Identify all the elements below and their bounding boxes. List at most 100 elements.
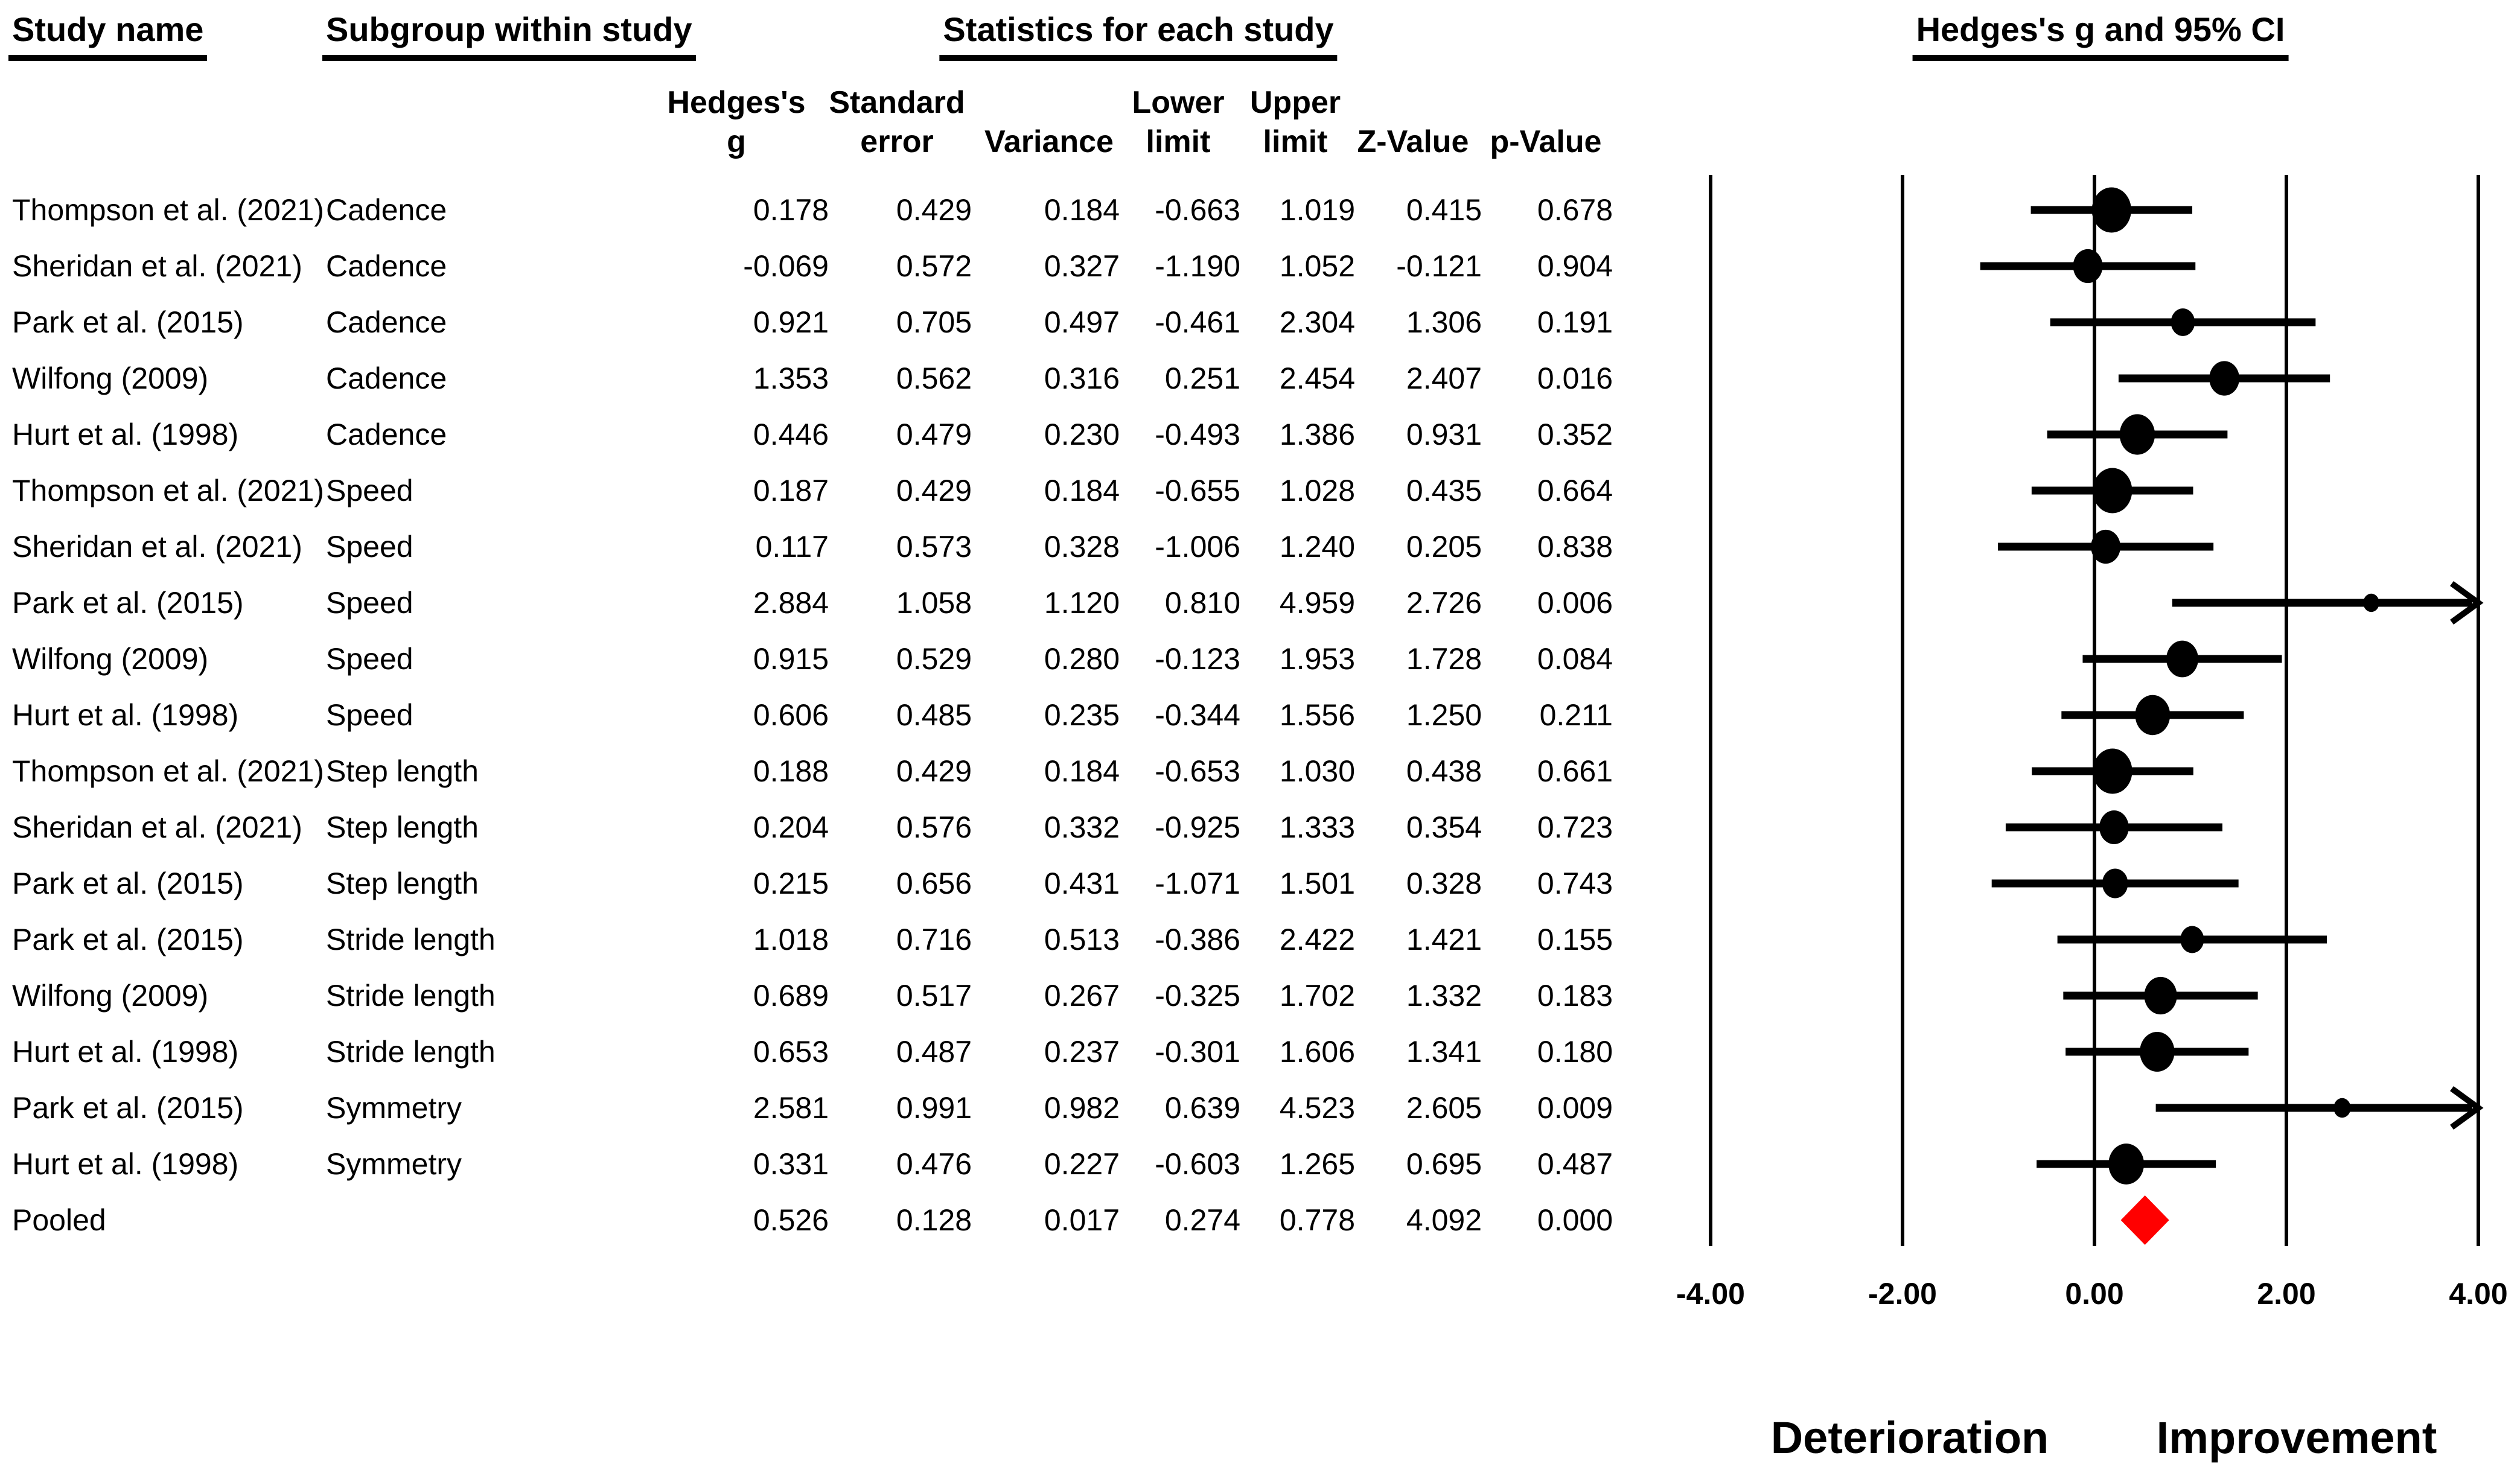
variance-cell: 0.184: [1044, 754, 1120, 788]
upper-limit-cell: 1.702: [1279, 979, 1355, 1013]
z-value-cell: 0.205: [1406, 530, 1482, 564]
forest-plot-canvas: [1709, 175, 2484, 1246]
table-row: Wilfong (2009) Stride length 0.689 0.517 0.2…: [0, 979, 1660, 1012]
z-value-cell: 1.306: [1406, 305, 1482, 339]
variance-cell: 0.184: [1044, 474, 1120, 507]
upper-limit-cell: 1.501: [1279, 867, 1355, 900]
z-value-cell: 0.415: [1406, 193, 1482, 227]
standard-error-cell: 0.517: [896, 979, 972, 1013]
study-name-cell: Hurt et al. (1998): [12, 1147, 239, 1181]
z-value-cell: 0.438: [1406, 754, 1482, 788]
p-value-cell: 0.000: [1537, 1203, 1613, 1237]
variance-cell: 0.982: [1044, 1091, 1120, 1125]
lower-limit-cell: -0.461: [1155, 305, 1240, 339]
effect-size-marker: [2166, 640, 2198, 678]
standard-error-cell: 0.429: [896, 193, 972, 227]
study-name-cell: Park et al. (2015): [12, 305, 244, 339]
p-value-cell: 0.904: [1537, 249, 1613, 283]
upper-limit-cell: 1.019: [1279, 193, 1355, 227]
p-value-cell: 0.006: [1537, 586, 1613, 620]
lower-limit-cell: -0.655: [1155, 474, 1240, 507]
study-name-cell: Park et al. (2015): [12, 1091, 244, 1125]
z-value-cell: 0.695: [1406, 1147, 1482, 1181]
header-line: error: [860, 124, 934, 159]
study-name-cell: Park et al. (2015): [12, 923, 244, 956]
direction-label-improvement: Improvement: [2156, 1413, 2437, 1463]
table-row: Park et al. (2015) Stride length 1.018 0.71…: [0, 923, 1660, 956]
subgroup-cell: Symmetry: [326, 1091, 462, 1125]
hedges-g-cell: 0.921: [753, 305, 829, 339]
upper-limit-cell: 1.333: [1279, 810, 1355, 844]
study-name-cell: Thompson et al. (2021): [12, 193, 324, 227]
effect-size-marker: [2209, 361, 2240, 396]
subgroup-cell: Step length: [326, 754, 479, 788]
axis-tick-label: 4.00: [2449, 1277, 2508, 1311]
standard-error-cell: 0.529: [896, 642, 972, 676]
lower-limit-cell: -0.386: [1155, 923, 1240, 956]
column-title-study-name: Study name: [8, 10, 208, 61]
variance-cell: 0.227: [1044, 1147, 1120, 1181]
upper-limit-cell: 4.959: [1279, 586, 1355, 620]
upper-limit-cell: 1.386: [1279, 418, 1355, 451]
axis-tick-label: -2.00: [1868, 1277, 1937, 1311]
hedges-g-cell: 2.581: [753, 1091, 829, 1125]
p-value-cell: 0.084: [1537, 642, 1613, 676]
study-name-cell: Pooled: [12, 1203, 106, 1237]
lower-limit-cell: -0.603: [1155, 1147, 1240, 1181]
p-value-cell: 0.352: [1537, 418, 1613, 451]
hedges-g-cell: 1.018: [753, 923, 829, 956]
variance-cell: 0.431: [1044, 867, 1120, 900]
effect-size-marker: [2102, 868, 2128, 899]
standard-error-cell: 0.128: [896, 1203, 972, 1237]
subgroup-cell: Step length: [326, 867, 479, 900]
header-line: Hedges's: [667, 85, 806, 120]
variance-cell: 0.513: [1044, 923, 1120, 956]
standard-error-cell: 0.716: [896, 923, 972, 956]
standard-error-cell: 1.058: [896, 586, 972, 620]
table-row: Hurt et al. (1998) Symmetry 0.331 0.476 0.22…: [0, 1148, 1660, 1180]
variance-cell: 0.316: [1044, 361, 1120, 395]
effect-size-marker: [2091, 187, 2131, 233]
subgroup-cell: Speed: [326, 586, 413, 620]
p-value-cell: 0.678: [1537, 193, 1613, 227]
p-value-cell: 0.211: [1539, 698, 1613, 732]
upper-limit-cell: 1.953: [1279, 642, 1355, 676]
z-value-cell: 1.341: [1406, 1035, 1482, 1069]
table-row: Thompson et al. (2021) Cadence 0.178 0.429 0…: [0, 194, 1660, 226]
column-header-hedges-g: Hedges's g: [667, 83, 805, 162]
table-row: Wilfong (2009) Speed 0.915 0.529 0.280 -0.123…: [0, 643, 1660, 675]
variance-cell: 0.237: [1044, 1035, 1120, 1069]
column-title-subgroup: Subgroup within study: [322, 10, 696, 61]
hedges-g-cell: 0.178: [753, 193, 829, 227]
lower-limit-cell: 0.251: [1164, 361, 1240, 395]
header-line: limit: [1146, 124, 1211, 159]
hedges-g-cell: 0.215: [753, 867, 829, 900]
table-row: Sheridan et al. (2021) Speed 0.117 0.573 0.3…: [0, 530, 1660, 563]
z-value-cell: 2.726: [1406, 586, 1482, 620]
lower-limit-cell: -0.925: [1155, 810, 1240, 844]
study-name-cell: Hurt et al. (1998): [12, 418, 239, 451]
subgroup-cell: Cadence: [326, 418, 447, 451]
standard-error-cell: 0.429: [896, 754, 972, 788]
p-value-cell: 0.487: [1537, 1147, 1613, 1181]
p-value-cell: 0.661: [1537, 754, 1613, 788]
subgroup-cell: Cadence: [326, 193, 447, 227]
standard-error-cell: 0.562: [896, 361, 972, 395]
lower-limit-cell: -0.493: [1155, 418, 1240, 451]
study-name-cell: Park et al. (2015): [12, 867, 244, 900]
column-header-p-value: p-Value: [1490, 124, 1602, 159]
standard-error-cell: 0.991: [896, 1091, 972, 1125]
column-header-variance: Variance: [984, 124, 1114, 159]
z-value-cell: 0.435: [1406, 474, 1482, 507]
hedges-g-cell: 0.117: [755, 530, 829, 564]
upper-limit-cell: 2.422: [1279, 923, 1355, 956]
column-title-hedges-ci: Hedges's g and 95% CI: [1912, 10, 2289, 61]
column-header-upper-limit: Upper limit: [1250, 83, 1341, 162]
subgroup-cell: Speed: [326, 642, 413, 676]
standard-error-cell: 0.705: [896, 305, 972, 339]
upper-limit-cell: 1.030: [1279, 754, 1355, 788]
lower-limit-cell: -0.301: [1155, 1035, 1240, 1069]
study-name-cell: Hurt et al. (1998): [12, 1035, 239, 1069]
table-row: Hurt et al. (1998) Cadence 0.446 0.479 0.230…: [0, 418, 1660, 451]
lower-limit-cell: -0.325: [1155, 979, 1240, 1013]
